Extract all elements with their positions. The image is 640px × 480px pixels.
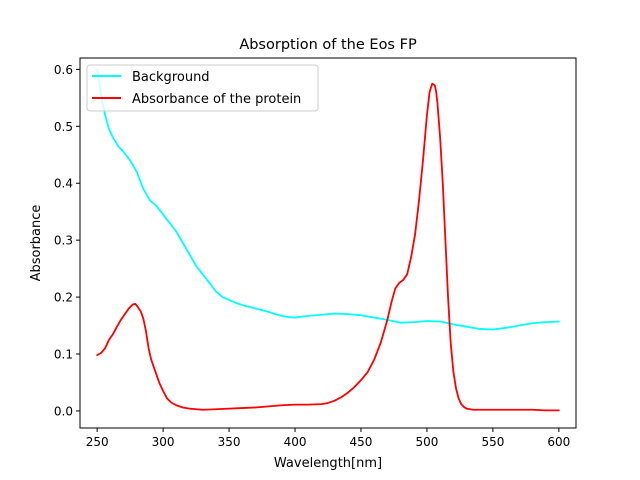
y-tick-label: 0.1 (54, 348, 73, 362)
x-tick-label: 600 (547, 435, 570, 449)
y-tick-label: 0.5 (54, 120, 73, 134)
series-line-protein (96, 82, 560, 412)
y-axis: 0.0 0.1 0.2 0.3 0.4 0.5 0.6 (54, 63, 80, 418)
legend: Background Absorbance of the protein (86, 64, 319, 112)
x-tick-label: 300 (152, 435, 175, 449)
x-tick-label: 550 (481, 435, 504, 449)
x-tick-label: 350 (218, 435, 241, 449)
legend-label-background: Background (132, 70, 210, 85)
x-axis: 250 300 350 400 450 500 550 600 (86, 428, 570, 449)
x-tick-label: 400 (284, 435, 307, 449)
y-tick-label: 0.0 (54, 404, 73, 418)
legend-label-protein: Absorbance of the protein (132, 92, 301, 107)
x-tick-label: 500 (415, 435, 438, 449)
chart-title: Absorption of the Eos FP (239, 37, 417, 53)
y-tick-label: 0.2 (54, 291, 73, 305)
x-tick-label: 450 (350, 435, 373, 449)
plot-frame (79, 57, 577, 429)
x-axis-label: Wavelength[nm] (274, 456, 382, 471)
y-axis-label: Absorbance (29, 205, 44, 282)
x-tick-label: 250 (86, 435, 109, 449)
y-tick-label: 0.3 (54, 234, 73, 248)
legend-box (86, 64, 319, 112)
series-line-background (96, 68, 560, 331)
y-tick-label: 0.6 (54, 63, 73, 77)
y-tick-label: 0.4 (54, 177, 73, 191)
series-layer (96, 68, 560, 412)
